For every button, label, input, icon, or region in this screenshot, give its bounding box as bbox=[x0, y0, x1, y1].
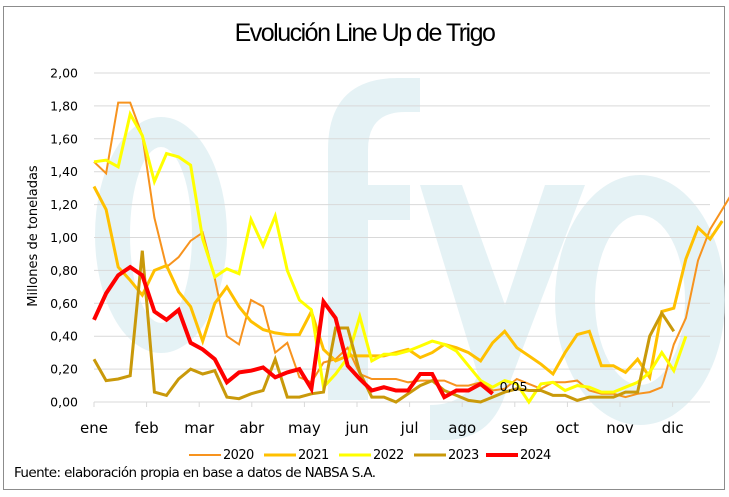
x-tick-label: abr bbox=[239, 419, 265, 437]
y-tick-label: 2,00 bbox=[50, 66, 78, 81]
series-line-2024 bbox=[92, 264, 494, 400]
chart-title: Evolución Line Up de Trigo bbox=[234, 19, 496, 47]
x-tick-label: dic bbox=[662, 419, 684, 437]
x-tick-label: may bbox=[288, 419, 321, 437]
y-axis-ticks: 0,00 0,20 0,40 0,60 0,80 1,00 1,20 1,40 1,60 1,80… bbox=[50, 66, 78, 410]
y-tick-label: 0,00 bbox=[50, 395, 78, 410]
legend: 2020 2021 2022 2023 2024 bbox=[189, 448, 552, 463]
legend-label-2024: 2024 bbox=[520, 448, 551, 463]
y-tick-label: 1,00 bbox=[50, 230, 78, 245]
y-tick-label: 1,20 bbox=[50, 197, 78, 212]
source-note: Fuente: elaboración propia en base a dat… bbox=[14, 465, 376, 481]
y-tick-label: 0,60 bbox=[50, 296, 78, 311]
x-tick-label: jul bbox=[400, 419, 419, 437]
watermark-y-shape bbox=[420, 185, 585, 440]
x-axis: ene feb mar abr may jun jul ago sep oct nov dic bbox=[80, 402, 684, 437]
x-tick-label: ene bbox=[80, 419, 108, 437]
y-tick-label: 0,20 bbox=[50, 362, 78, 377]
x-tick-label: nov bbox=[606, 419, 634, 437]
x-tick-label: sep bbox=[502, 419, 529, 437]
x-tick-label: mar bbox=[184, 419, 215, 437]
y-tick-label: 1,80 bbox=[50, 98, 78, 113]
watermark-o1-shape bbox=[95, 117, 227, 353]
series-line-2023 bbox=[92, 250, 676, 404]
watermark-f-shape bbox=[328, 78, 420, 400]
x-tick-label: feb bbox=[135, 419, 159, 437]
last-value-label: 0,05 bbox=[500, 379, 528, 394]
series-line-2022 bbox=[93, 109, 688, 405]
x-tick-label: oct bbox=[556, 419, 579, 437]
y-tick-label: 0,80 bbox=[50, 263, 78, 278]
legend-label-2022: 2022 bbox=[373, 448, 404, 463]
annotations: 0,05 bbox=[500, 379, 528, 394]
x-tick-label: jun bbox=[344, 419, 368, 437]
y-tick-label: 0,40 bbox=[50, 329, 78, 344]
y-tick-label: 1,60 bbox=[50, 131, 78, 146]
x-tick-label: ago bbox=[448, 419, 476, 437]
gridlines bbox=[94, 72, 710, 403]
legend-label-2021: 2021 bbox=[298, 448, 329, 463]
legend-label-2023: 2023 bbox=[448, 448, 479, 463]
legend-label-2020: 2020 bbox=[223, 448, 254, 463]
y-tick-label: 1,40 bbox=[50, 164, 78, 179]
series-lines bbox=[92, 101, 729, 405]
